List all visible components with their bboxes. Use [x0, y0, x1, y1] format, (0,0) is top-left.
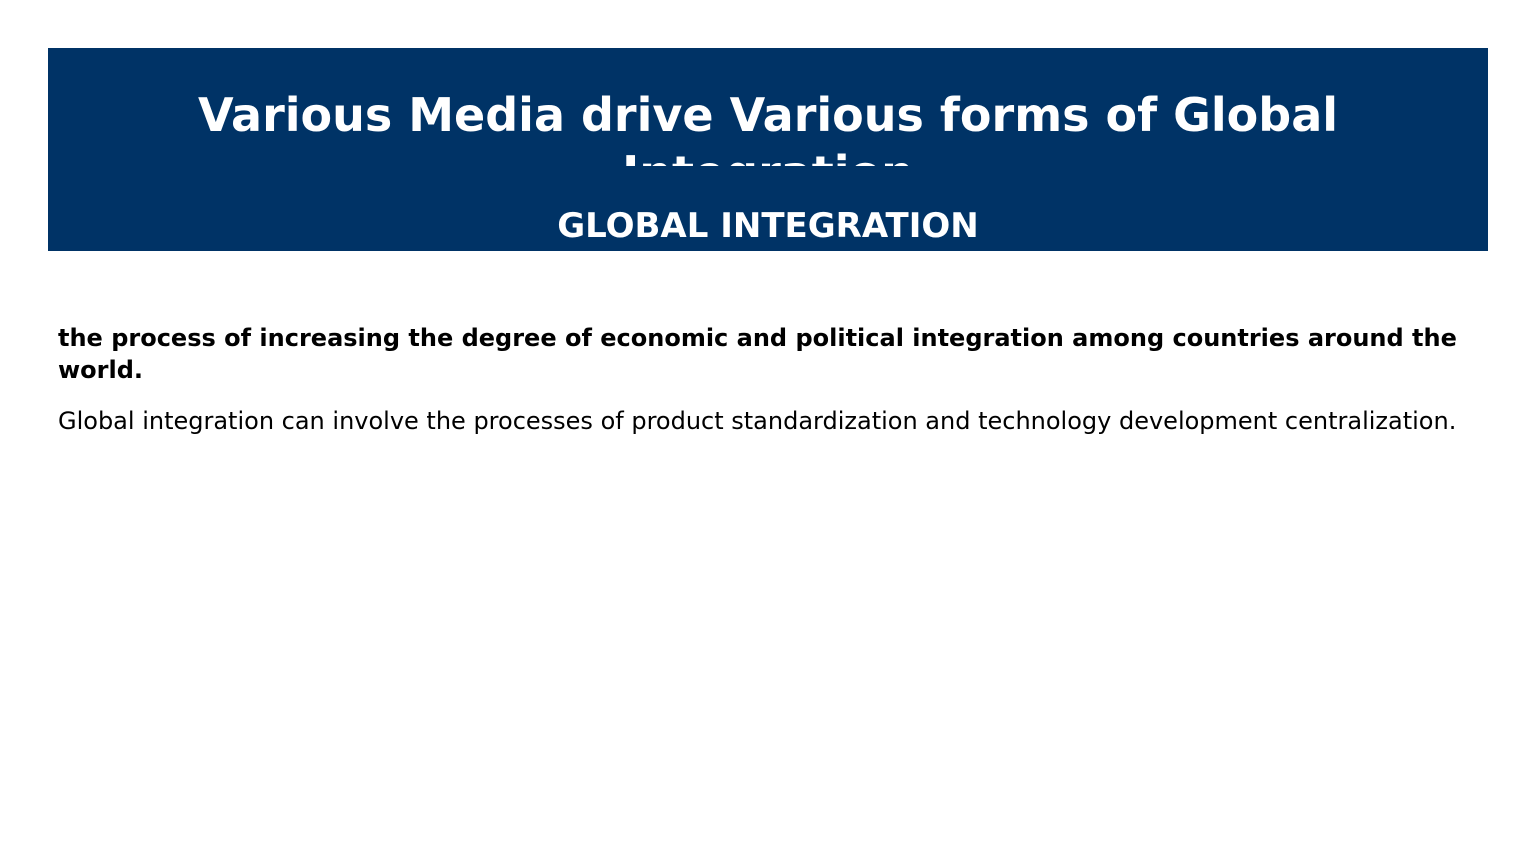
title-container: Various Media drive Various forms of Glo…: [48, 48, 1488, 166]
section-heading: GLOBAL INTEGRATION: [557, 206, 979, 246]
description-text: Global integration can involve the proce…: [58, 407, 1457, 435]
slide-title: Various Media drive Various forms of Glo…: [197, 88, 1339, 166]
definition-text: the process of increasing the degree of …: [58, 324, 1457, 384]
content-area: the process of increasing the degree of …: [58, 322, 1458, 456]
header-band: Various Media drive Various forms of Glo…: [48, 48, 1488, 251]
